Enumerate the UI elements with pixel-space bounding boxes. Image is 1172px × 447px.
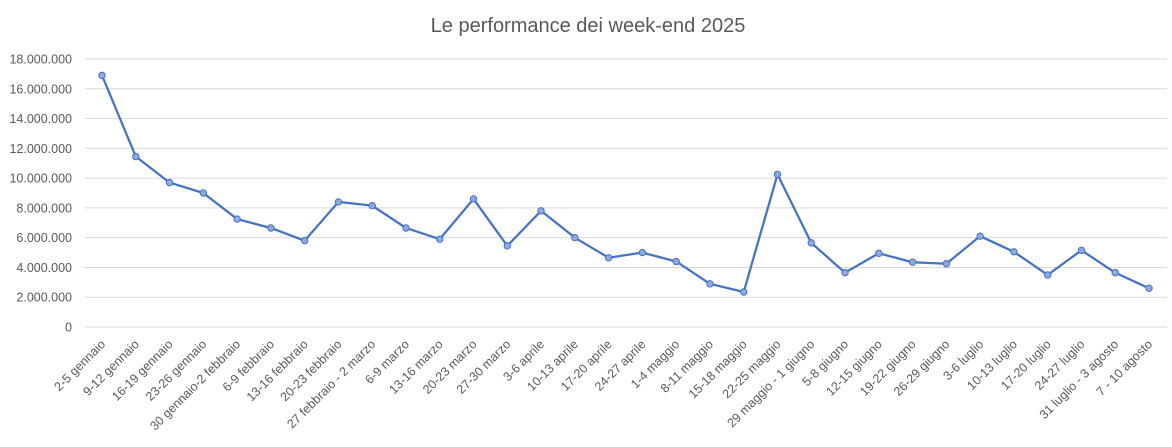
data-point (199, 189, 208, 197)
data-point (604, 254, 613, 262)
chart-title: Le performance dei week-end 2025 (431, 15, 746, 37)
data-point (908, 258, 917, 266)
data-point (807, 239, 815, 247)
data-point (334, 198, 343, 206)
data-point (740, 288, 748, 296)
series-line (100, 74, 1150, 294)
data-point (706, 280, 714, 288)
data-point (976, 232, 984, 240)
data-point (942, 260, 951, 268)
data-point (537, 207, 545, 215)
data-point (98, 71, 106, 80)
y-tick-label: 14.000.000 (9, 112, 72, 126)
data-point (300, 236, 309, 245)
y-tick-label: 10.000.000 (9, 172, 72, 186)
y-tick-label: 12.000.000 (9, 142, 72, 156)
data-point (469, 195, 478, 203)
data-point (402, 224, 410, 232)
data-point (672, 257, 680, 266)
data-point (1043, 271, 1052, 279)
data-point (503, 242, 511, 250)
data-point (1077, 246, 1086, 255)
data-markers (98, 71, 1153, 296)
y-tick-label: 2.000.000 (16, 291, 72, 305)
data-point (875, 249, 883, 258)
data-point (1111, 268, 1119, 277)
data-point (368, 201, 376, 210)
data-point (267, 224, 275, 232)
y-tick-label: 0 (65, 321, 72, 335)
data-point (132, 152, 140, 161)
y-tick-label: 18.000.000 (9, 53, 72, 67)
y-axis-tick-labels: 0 2.000.000 4.000.000 6.000.000 8.000.000 10.… (9, 53, 72, 335)
gridlines (85, 58, 1167, 328)
data-point (436, 235, 444, 243)
data-point (165, 178, 174, 187)
data-point (571, 233, 579, 242)
data-point (233, 215, 241, 223)
y-tick-label: 4.000.000 (16, 261, 72, 275)
y-tick-label: 6.000.000 (16, 231, 72, 245)
data-point (841, 268, 849, 277)
data-point (773, 170, 782, 179)
y-tick-label: 16.000.000 (9, 82, 72, 96)
data-point (1145, 284, 1153, 292)
data-point (638, 248, 647, 257)
data-point (1010, 248, 1018, 256)
y-tick-label: 8.000.000 (16, 201, 72, 215)
